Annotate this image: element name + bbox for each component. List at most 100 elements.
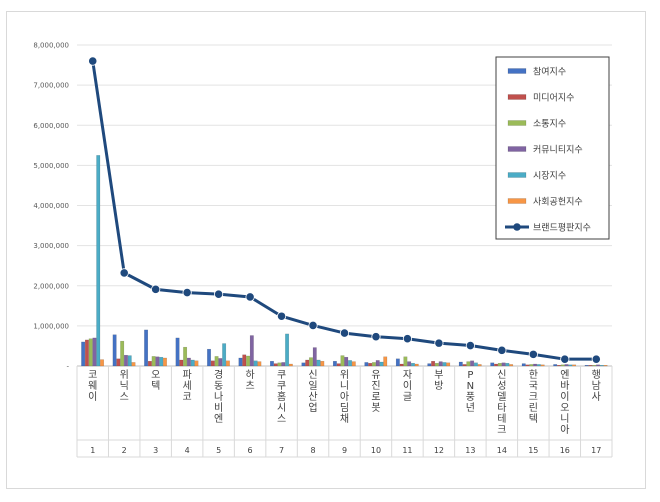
- bar: [407, 361, 412, 367]
- bar: [596, 364, 600, 367]
- legend-swatch: [507, 146, 527, 152]
- line-point: [591, 354, 601, 364]
- bar: [218, 358, 223, 367]
- legend-swatch: [507, 94, 527, 100]
- bar: [100, 359, 104, 367]
- x-index-label: 14: [497, 446, 507, 455]
- bar: [536, 364, 541, 367]
- bar: [285, 333, 290, 367]
- bar: [120, 340, 125, 367]
- line-point: [528, 349, 538, 359]
- bar: [253, 360, 258, 367]
- bar: [521, 363, 526, 367]
- x-index-label: 10: [371, 446, 381, 455]
- bar: [127, 355, 132, 367]
- line-point: [119, 268, 129, 278]
- bar: [124, 354, 128, 367]
- bar: [568, 364, 573, 367]
- bar: [309, 357, 313, 367]
- x-index-label: 12: [434, 446, 444, 455]
- line-point: [402, 334, 413, 344]
- bar: [529, 364, 534, 367]
- bar: [525, 364, 530, 367]
- line-point: [465, 340, 475, 351]
- x-index-label: 17: [591, 446, 601, 455]
- bar: [560, 364, 565, 367]
- bar: [458, 361, 463, 367]
- bar: [490, 362, 495, 367]
- bar: [399, 363, 404, 367]
- bar: [505, 362, 510, 367]
- bar: [431, 360, 436, 367]
- x-index-label: 5: [216, 446, 221, 455]
- bar: [509, 364, 514, 367]
- y-tick-label: 6,000,000: [33, 122, 69, 130]
- y-tick-label: 1,000,000: [33, 322, 69, 330]
- bar: [473, 362, 478, 367]
- x-index-label: 4: [185, 446, 190, 455]
- bar: [553, 364, 558, 367]
- line-point: [245, 292, 255, 302]
- line-point: [214, 289, 224, 299]
- legend-swatch: [507, 172, 527, 178]
- bar: [222, 343, 227, 367]
- bar: [194, 360, 199, 367]
- bar: [155, 356, 160, 367]
- bar: [242, 354, 247, 367]
- bar: [147, 360, 152, 367]
- line-point: [339, 328, 350, 338]
- bar: [96, 155, 101, 367]
- bar: [564, 364, 569, 367]
- bar: [442, 362, 447, 367]
- y-tick-label: -: [66, 363, 69, 371]
- bar: [434, 362, 439, 367]
- bar: [446, 362, 451, 367]
- bar: [477, 364, 482, 367]
- x-index-label: 3: [153, 446, 158, 455]
- legend-label: 사회공헌지수: [533, 197, 583, 208]
- bar: [159, 356, 164, 367]
- legend-label: 소통지수: [533, 119, 566, 130]
- bar: [572, 364, 577, 367]
- x-index-label: 11: [402, 446, 412, 455]
- legend-label: 참여지수: [533, 66, 566, 78]
- line-point: [276, 311, 287, 321]
- bar: [470, 360, 475, 367]
- legend-label: 미디어지수: [533, 93, 574, 104]
- y-tick-label: 7,000,000: [33, 82, 69, 90]
- bar: [249, 335, 254, 367]
- bar: [190, 359, 195, 367]
- bar: [383, 356, 388, 367]
- bar-series: [81, 155, 608, 367]
- bar: [151, 356, 156, 367]
- bar: [368, 362, 373, 367]
- bar: [316, 359, 321, 367]
- legend-label: 브랜드평판지수: [533, 223, 591, 234]
- bar: [273, 363, 278, 367]
- bar: [144, 329, 149, 367]
- legend-swatch: [507, 68, 527, 74]
- bar: [540, 364, 545, 367]
- line-series: [88, 56, 601, 364]
- x-index-label: 16: [560, 446, 570, 455]
- x-index-label: 2: [122, 446, 127, 455]
- bar: [497, 362, 502, 367]
- legend-label: 커뮤니티지수: [533, 145, 583, 156]
- x-index-label: 6: [248, 446, 253, 455]
- bar: [210, 360, 215, 367]
- y-axis: - 1,000,000 2,000,000 3,000,000 4,000,000 5,0…: [33, 42, 69, 371]
- bar: [336, 363, 341, 367]
